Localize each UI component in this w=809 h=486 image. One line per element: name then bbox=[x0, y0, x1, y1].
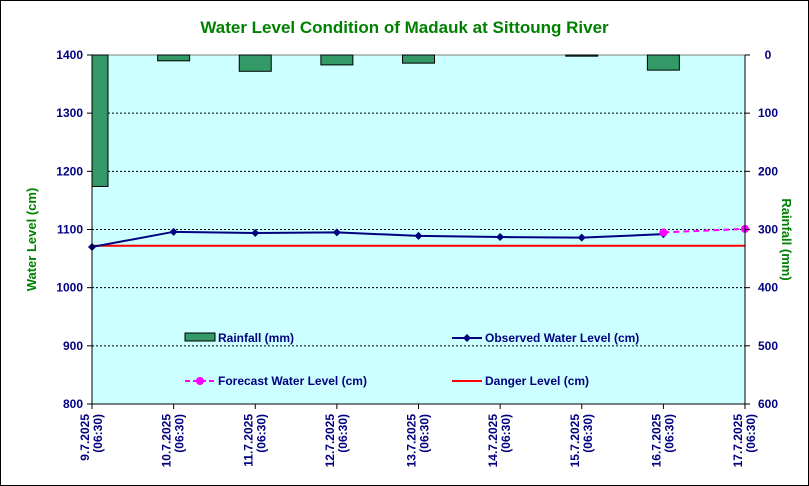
y2-tick-label: 300 bbox=[758, 223, 778, 237]
y2-tick-label: 400 bbox=[758, 281, 778, 295]
observed-point bbox=[332, 228, 341, 237]
observed-point bbox=[169, 227, 178, 236]
x-tick-label: 14.7.2025 (06:30) bbox=[486, 414, 513, 468]
y-tick-label: 800 bbox=[63, 397, 83, 411]
svg-text:15.7.2025: 15.7.2025 bbox=[568, 414, 582, 468]
svg-text:16.7.2025: 16.7.2025 bbox=[649, 414, 663, 468]
observed-point bbox=[251, 228, 260, 237]
observed-water-level-line bbox=[91, 230, 664, 248]
legend-item: Danger Level (cm) bbox=[452, 374, 589, 388]
y-tick-label: 1000 bbox=[56, 281, 83, 295]
forecast-point bbox=[659, 228, 668, 237]
rainfall-bar bbox=[91, 54, 109, 187]
svg-text:(06:30): (06:30) bbox=[744, 414, 758, 453]
legend-item: Rainfall (mm) bbox=[184, 331, 294, 345]
svg-text:(06:30): (06:30) bbox=[581, 414, 595, 453]
rainfall-bar bbox=[646, 54, 680, 71]
observed-point bbox=[414, 231, 423, 240]
legend-marker-forecast bbox=[196, 377, 204, 385]
rainfall-bar bbox=[157, 54, 191, 62]
x-tick-label: 11.7.2025 (06:30) bbox=[241, 414, 268, 467]
rainfall-bar bbox=[238, 54, 272, 72]
x-tick-label: 16.7.2025 (06:30) bbox=[649, 414, 676, 468]
legend: Rainfall (mm) Observed Water Level (cm) Fo… bbox=[184, 331, 639, 388]
y2-tick-label: 600 bbox=[758, 397, 778, 411]
svg-text:(06:30): (06:30) bbox=[662, 414, 676, 453]
svg-text:(06:30): (06:30) bbox=[499, 414, 513, 453]
x-tick-label: 10.7.2025 (06:30) bbox=[160, 414, 187, 468]
y2-tick-label: 200 bbox=[758, 164, 778, 178]
y2-tick-label: 100 bbox=[758, 106, 778, 120]
legend-label: Rainfall (mm) bbox=[218, 331, 294, 345]
legend-item: Forecast Water Level (cm) bbox=[185, 374, 367, 388]
svg-text:9.7.2025: 9.7.2025 bbox=[78, 414, 92, 461]
line-markers bbox=[88, 224, 749, 251]
y-tick-label: 1100 bbox=[57, 223, 83, 237]
y-axis-ticks: 800 900 1000 1100 1200 1300 1400 bbox=[56, 48, 92, 411]
svg-text:17.7.2025: 17.7.2025 bbox=[731, 414, 745, 468]
svg-text:(06:30): (06:30) bbox=[418, 414, 432, 453]
x-tick-label: 9.7.2025 (06:30) bbox=[78, 414, 105, 461]
y2-tick-label: 500 bbox=[758, 339, 778, 353]
y-tick-label: 1200 bbox=[56, 164, 83, 178]
observed-point bbox=[496, 233, 505, 242]
legend-swatch-rainfall bbox=[184, 332, 216, 342]
rainfall-bar bbox=[320, 54, 354, 66]
y-tick-label: 1300 bbox=[56, 106, 83, 120]
svg-text:12.7.2025: 12.7.2025 bbox=[323, 414, 337, 468]
y-tick-label: 900 bbox=[63, 339, 83, 353]
svg-text:(06:30): (06:30) bbox=[254, 414, 268, 453]
chart-title: Water Level Condition of Madauk at Sitto… bbox=[200, 18, 609, 37]
y2-tick-label: 0 bbox=[765, 48, 772, 62]
y2-axis-ticks: 0 100 200 300 400 500 600 bbox=[745, 48, 778, 411]
legend-item: Observed Water Level (cm) bbox=[452, 331, 639, 345]
forecast-water-level-line bbox=[663, 227, 746, 234]
rainfall-bar bbox=[565, 54, 599, 57]
x-tick-label: 13.7.2025 (06:30) bbox=[405, 414, 432, 468]
gridlines bbox=[92, 112, 745, 347]
y-tick-label: 1400 bbox=[56, 48, 83, 62]
svg-text:(06:30): (06:30) bbox=[173, 414, 187, 453]
x-tick-label: 17.7.2025 (06:30) bbox=[731, 414, 758, 468]
legend-label: Forecast Water Level (cm) bbox=[218, 374, 367, 388]
y-axis-label: Water Level (cm) bbox=[24, 188, 39, 292]
svg-text:10.7.2025: 10.7.2025 bbox=[160, 414, 174, 468]
svg-text:14.7.2025: 14.7.2025 bbox=[486, 414, 500, 468]
legend-marker-observed bbox=[463, 334, 471, 342]
svg-text:13.7.2025: 13.7.2025 bbox=[405, 414, 419, 468]
x-tick-label: 15.7.2025 (06:30) bbox=[568, 414, 595, 468]
legend-label: Observed Water Level (cm) bbox=[485, 331, 639, 345]
x-tick-label: 12.7.2025 (06:30) bbox=[323, 414, 350, 468]
y2-axis-label: Rainfall (mm) bbox=[779, 198, 794, 280]
legend-label: Danger Level (cm) bbox=[485, 374, 589, 388]
rainfall-bar bbox=[402, 54, 435, 64]
svg-text:(06:30): (06:30) bbox=[336, 414, 350, 453]
svg-text:(06:30): (06:30) bbox=[91, 414, 105, 453]
observed-point bbox=[577, 233, 586, 242]
rainfall-bars bbox=[91, 54, 680, 187]
svg-text:11.7.2025: 11.7.2025 bbox=[241, 414, 255, 467]
x-axis-ticks: 9.7.2025 (06:30) 10.7.2025 (06:30) 11.7.2025… bbox=[78, 404, 758, 467]
